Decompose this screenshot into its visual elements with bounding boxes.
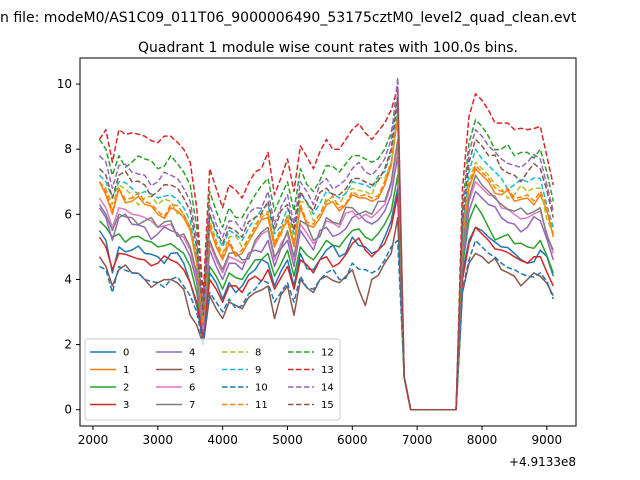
series-line-10 xyxy=(99,239,555,411)
legend-label-12: 12 xyxy=(321,348,334,359)
chart-title: Quadrant 1 module wise count rates with … xyxy=(138,40,518,56)
x-axis-offset-text: +4.9133e8 xyxy=(509,455,576,469)
x-tick-label: 6000 xyxy=(337,433,368,447)
legend-label-6: 6 xyxy=(189,383,195,394)
legend-label-3: 3 xyxy=(123,400,129,411)
plot-area xyxy=(98,76,555,411)
y-tick-label: 6 xyxy=(64,207,72,221)
legend-label-1: 1 xyxy=(123,365,129,376)
legend-label-10: 10 xyxy=(255,383,268,394)
legend-label-9: 9 xyxy=(255,365,261,376)
y-axis: 0 2 4 6 8 10 xyxy=(57,77,80,417)
legend-label-0: 0 xyxy=(123,348,129,359)
legend-label-14: 14 xyxy=(321,383,334,394)
x-tick-label: 9000 xyxy=(532,433,563,447)
legend-label-4: 4 xyxy=(189,348,195,359)
legend-label-8: 8 xyxy=(255,348,261,359)
series-line-9 xyxy=(98,106,555,411)
y-tick-label: 8 xyxy=(64,142,72,156)
legend-label-7: 7 xyxy=(189,400,195,411)
series-line-1 xyxy=(98,115,555,411)
x-tick-label: 3000 xyxy=(143,433,174,447)
y-tick-label: 10 xyxy=(57,77,72,91)
x-tick-label: 4000 xyxy=(207,433,238,447)
legend-label-11: 11 xyxy=(255,400,268,411)
legend-label-5: 5 xyxy=(189,365,195,376)
legend-label-13: 13 xyxy=(321,365,334,376)
series-line-0 xyxy=(98,187,555,411)
axes-frame xyxy=(79,57,577,427)
series-line-12 xyxy=(98,96,555,411)
series-line-13 xyxy=(98,86,555,411)
series-line-15 xyxy=(98,96,555,411)
x-tick-label: 5000 xyxy=(272,433,303,447)
legend-label-15: 15 xyxy=(321,400,334,411)
legend-label-2: 2 xyxy=(123,383,129,394)
y-tick-label: 4 xyxy=(64,272,72,286)
series-line-5 xyxy=(98,216,554,411)
series-line-3 xyxy=(98,194,554,411)
series-line-7 xyxy=(98,138,554,411)
series-line-2 xyxy=(98,174,555,411)
y-tick-label: 0 xyxy=(64,403,72,417)
figure-suptitle: n file: modeM0/AS1C09_011T06_9000006490_… xyxy=(0,10,577,26)
x-axis: 2000 3000 4000 5000 6000 7000 8000 9000 xyxy=(78,426,562,447)
legend-box xyxy=(84,338,341,421)
y-tick-label: 2 xyxy=(64,338,72,352)
series-line-14 xyxy=(98,76,555,411)
series-line-11 xyxy=(98,115,555,411)
x-tick-label: 7000 xyxy=(402,433,433,447)
x-tick-label: 2000 xyxy=(78,433,109,447)
x-tick-label: 8000 xyxy=(467,433,498,447)
